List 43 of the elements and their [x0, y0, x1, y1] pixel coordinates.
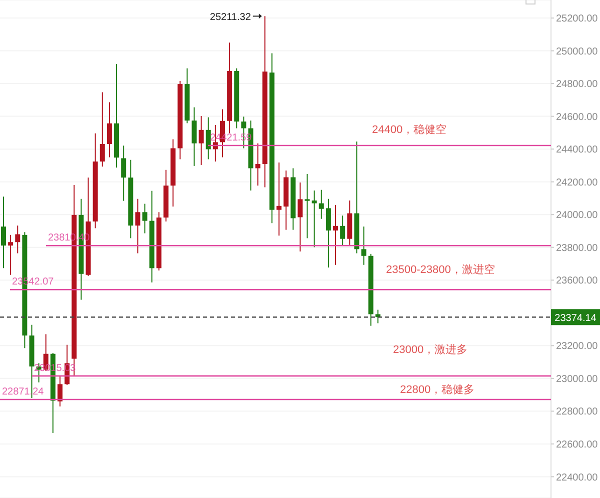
annotation: 23500-23800，激进空	[386, 263, 495, 276]
candlestick	[15, 225, 20, 254]
candlestick	[1, 196, 6, 269]
annotation: 23000，激进多	[393, 343, 468, 356]
candlestick	[375, 309, 380, 324]
y-tick-label: 24000.00	[556, 210, 598, 222]
candlestick	[206, 116, 211, 160]
candlestick	[326, 198, 331, 268]
candlestick	[340, 215, 346, 246]
candlestick	[106, 102, 112, 158]
candlestick	[361, 226, 366, 266]
candlestick	[192, 106, 197, 166]
candlestick	[100, 92, 105, 168]
y-tick-label: 24200.00	[556, 177, 598, 188]
y-tick-label: 23000.00	[556, 374, 598, 385]
candlestick	[318, 189, 324, 220]
y-tick-label: 23800.00	[556, 242, 598, 254]
candlestick	[304, 173, 310, 239]
candlestick	[312, 190, 317, 248]
candlestick	[58, 376, 63, 407]
y-tick-label: 22600.00	[556, 439, 598, 450]
candlestick	[276, 162, 282, 236]
y-tick-label: 24600.00	[556, 112, 598, 123]
y-tick-label: 24400.00	[556, 144, 598, 156]
candlestick	[135, 198, 140, 254]
y-tick-label: 23600.00	[556, 276, 598, 287]
candlestick	[8, 234, 14, 276]
y-tick-label: 25200.00	[556, 14, 598, 25]
candlestick	[298, 182, 303, 252]
y-tick-label: 22400.00	[556, 472, 598, 484]
candlestick	[255, 142, 260, 186]
y-tick-label: 23200.00	[556, 341, 598, 352]
annotation: 24400，稳健空	[372, 123, 447, 136]
candlestick	[333, 204, 338, 266]
y-tick-label: 22800.00	[556, 406, 598, 418]
candlestick	[198, 115, 204, 166]
candlestick	[121, 145, 126, 202]
y-tick-label: 25000.00	[556, 46, 598, 58]
y-tick-label: 24800.00	[556, 79, 598, 90]
candlestick	[142, 203, 148, 234]
annotation: 22800，稳健多	[400, 384, 475, 396]
annotation: 25211.32	[210, 12, 252, 24]
ref-line-label: 23374.14	[554, 313, 597, 324]
